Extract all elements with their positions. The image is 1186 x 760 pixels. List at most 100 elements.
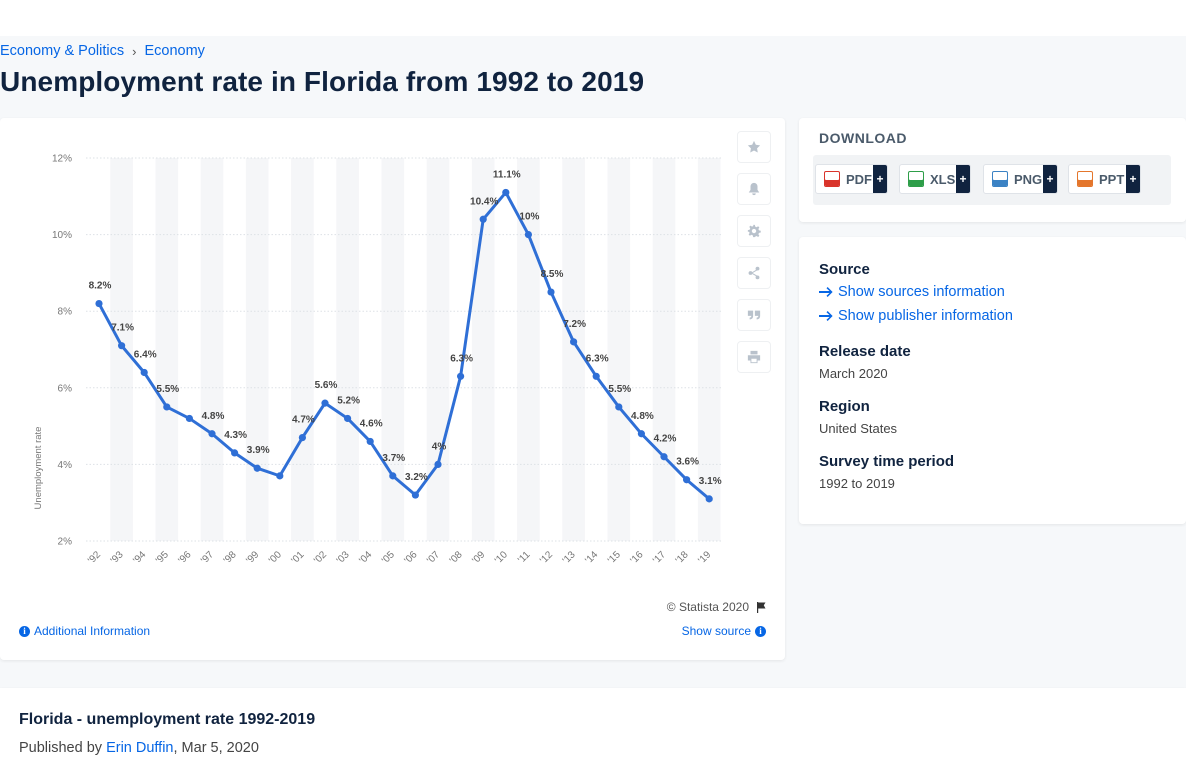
column-band bbox=[471, 158, 495, 541]
x-tick-label: '00 bbox=[267, 549, 284, 566]
data-point bbox=[524, 231, 533, 239]
x-tick-label: '15 bbox=[606, 549, 623, 566]
data-point bbox=[298, 433, 306, 442]
column-band bbox=[697, 158, 721, 541]
column-band bbox=[426, 158, 450, 541]
data-label: 4.8% bbox=[631, 411, 654, 422]
download-button-bar: PDF + XLS + PNG + PPT + bbox=[813, 155, 1171, 205]
x-tick-label: '19 bbox=[696, 549, 713, 566]
data-point bbox=[118, 342, 126, 350]
y-tick-label: 6% bbox=[58, 383, 73, 394]
data-label: 4% bbox=[432, 441, 447, 452]
data-label: 4.8% bbox=[202, 411, 225, 422]
share-button[interactable] bbox=[737, 257, 771, 289]
data-point bbox=[660, 453, 668, 461]
data-point bbox=[163, 403, 171, 411]
breadcrumb: Economy & Politics › Economy bbox=[0, 43, 205, 59]
y-tick-label: 4% bbox=[58, 460, 73, 471]
ppt-file-icon bbox=[1077, 171, 1093, 187]
png-file-icon bbox=[992, 171, 1008, 187]
x-tick-label: '02 bbox=[312, 549, 329, 566]
download-png-button[interactable]: PNG + bbox=[983, 164, 1058, 194]
download-png-plus[interactable]: + bbox=[1043, 165, 1057, 193]
data-label: 3.9% bbox=[247, 445, 270, 456]
x-tick-label: '96 bbox=[177, 549, 194, 566]
data-label: 4.3% bbox=[224, 430, 247, 441]
column-band bbox=[245, 158, 269, 541]
x-tick-label: '09 bbox=[470, 549, 487, 566]
cite-button[interactable] bbox=[737, 299, 771, 331]
additional-info-link[interactable]: i Additional Information bbox=[19, 624, 150, 638]
show-source-link[interactable]: Show source i bbox=[682, 624, 766, 638]
data-point bbox=[208, 430, 216, 438]
data-label: 10.4% bbox=[470, 196, 498, 207]
x-tick-label: '18 bbox=[674, 549, 691, 566]
breadcrumb-link-economy-politics[interactable]: Economy & Politics bbox=[0, 43, 125, 59]
data-point bbox=[434, 460, 442, 468]
x-tick-label: '16 bbox=[629, 549, 646, 566]
x-tick-label: '99 bbox=[244, 549, 261, 566]
x-tick-label: '03 bbox=[335, 549, 352, 566]
download-card: DOWNLOAD PDF + XLS + PNG + PPT + bbox=[799, 118, 1186, 222]
author-link[interactable]: Erin Duffin bbox=[106, 740, 174, 756]
data-label: 5.6% bbox=[315, 380, 338, 391]
data-point bbox=[253, 464, 261, 472]
show-sources-link[interactable]: Show sources information bbox=[819, 284, 1005, 300]
column-band bbox=[155, 158, 179, 541]
data-label: 3.2% bbox=[405, 472, 428, 483]
data-point bbox=[140, 368, 148, 377]
published-by-label: Published by bbox=[19, 740, 103, 756]
data-label: 3.1% bbox=[699, 476, 722, 487]
chart-toolbar bbox=[737, 131, 773, 383]
data-point bbox=[185, 414, 193, 423]
data-label: 5.5% bbox=[156, 384, 179, 395]
x-tick-label: '97 bbox=[199, 549, 216, 566]
notification-button[interactable] bbox=[737, 173, 771, 205]
settings-button[interactable] bbox=[737, 215, 771, 247]
column-band bbox=[110, 158, 133, 541]
favorite-button[interactable] bbox=[737, 131, 771, 163]
source-heading: Source bbox=[819, 261, 870, 278]
survey-period-heading: Survey time period bbox=[819, 453, 955, 470]
download-pdf-button[interactable]: PDF + bbox=[815, 164, 888, 194]
data-point bbox=[457, 372, 465, 380]
download-xls-plus[interactable]: + bbox=[956, 165, 970, 193]
download-ppt-plus[interactable]: + bbox=[1126, 165, 1140, 193]
x-tick-label: '12 bbox=[538, 549, 555, 566]
x-tick-label: '17 bbox=[651, 549, 668, 566]
column-band bbox=[652, 158, 676, 541]
publication-date: , Mar 5, 2020 bbox=[173, 740, 259, 756]
data-point bbox=[570, 338, 578, 346]
release-date-value: March 2020 bbox=[819, 366, 888, 381]
y-tick-label: 12% bbox=[52, 154, 72, 165]
y-tick-label: 8% bbox=[58, 307, 73, 318]
publication-title: Florida - unemployment rate 1992-2019 bbox=[19, 711, 316, 728]
chart-card: 2% 4% 6% 8% 10% 12% Unemployment rate '92 '93 '94… bbox=[0, 118, 785, 660]
chart-svg: 2% 4% 6% 8% 10% 12% Unemployment rate '92 '93 '94… bbox=[33, 154, 722, 567]
download-xls-button[interactable]: XLS + bbox=[899, 164, 971, 194]
xls-file-icon bbox=[908, 171, 924, 187]
download-ppt-button[interactable]: PPT + bbox=[1068, 164, 1141, 194]
arrow-right-icon bbox=[819, 287, 833, 297]
column-band bbox=[200, 158, 224, 541]
star-icon bbox=[747, 140, 761, 153]
info-icon: i bbox=[755, 625, 766, 637]
download-pdf-plus[interactable]: + bbox=[873, 165, 887, 193]
data-label: 7.1% bbox=[111, 323, 134, 334]
copyright-text: © Statista 2020 bbox=[666, 600, 749, 614]
data-point bbox=[479, 215, 487, 223]
show-publisher-link[interactable]: Show publisher information bbox=[819, 308, 1013, 324]
column-band bbox=[291, 158, 314, 541]
breadcrumb-link-economy[interactable]: Economy bbox=[144, 43, 205, 59]
publication-card: Florida - unemployment rate 1992-2019 Pu… bbox=[0, 688, 1186, 760]
print-button[interactable] bbox=[737, 341, 771, 373]
download-png-label: PNG bbox=[1014, 171, 1043, 187]
x-tick-label: '10 bbox=[493, 549, 510, 566]
data-label: 5.5% bbox=[608, 384, 631, 395]
flag-icon[interactable] bbox=[755, 601, 767, 613]
data-point bbox=[705, 495, 713, 503]
data-point bbox=[344, 414, 352, 423]
x-tick-label: '95 bbox=[154, 549, 171, 566]
data-point bbox=[231, 449, 239, 457]
data-point bbox=[547, 288, 555, 296]
